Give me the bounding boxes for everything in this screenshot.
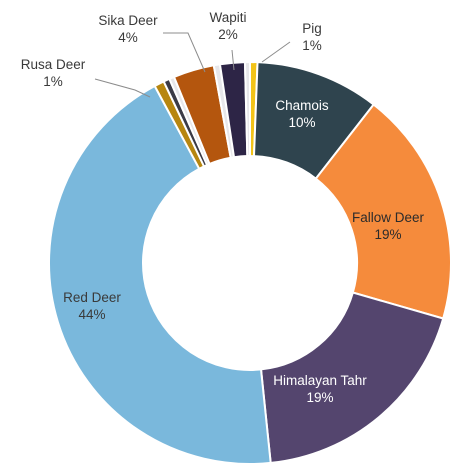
slice-label-name: Red Deer (63, 290, 121, 305)
slice-label-himalayan-tahr: Himalayan Tahr 19% (273, 373, 367, 405)
slice-label-name: Wapiti (209, 10, 246, 25)
leader-line-rusa-deer (94, 78, 151, 98)
slice-label-chamois: Chamois 10% (275, 98, 329, 130)
slice-label-percent: 19% (306, 390, 333, 405)
slice-label-name: Pig (302, 21, 322, 36)
slice-label-wapiti: Wapiti 2% (209, 10, 246, 42)
slice-label-name: Rusa Deer (21, 57, 86, 72)
slice-label-percent: 4% (118, 30, 138, 45)
slice-label-rusa-deer: Rusa Deer 1% (21, 57, 86, 89)
slice-label-pig: Pig 1% (302, 21, 322, 53)
leader-line-wapiti (231, 49, 235, 71)
slice-other-11 (243, 60, 251, 158)
slice-label-percent: 44% (78, 307, 105, 322)
slice-label-name: Himalayan Tahr (273, 373, 367, 388)
slice-label-percent: 2% (218, 27, 238, 42)
slice-red-deer-4 (48, 84, 272, 465)
slice-label-red-deer: Red Deer 44% (63, 290, 121, 322)
slice-label-sika-deer: Sika Deer 4% (98, 13, 158, 45)
slice-label-percent: 1% (43, 74, 63, 89)
slice-label-percent: 19% (374, 227, 401, 242)
slice-label-fallow-deer: Fallow Deer 19% (352, 210, 425, 242)
slice-label-name: Chamois (275, 98, 329, 113)
slice-himalayan-tahr-3 (259, 291, 445, 465)
slice-label-name: Fallow Deer (352, 210, 425, 225)
leader-line-sika-deer (163, 32, 206, 73)
slice-label-name: Sika Deer (98, 13, 158, 28)
slice-label-percent: 1% (302, 38, 322, 53)
slice-label-percent: 10% (288, 115, 315, 130)
leader-line-pig (261, 41, 291, 63)
slice-fallow-deer-2 (314, 103, 451, 320)
